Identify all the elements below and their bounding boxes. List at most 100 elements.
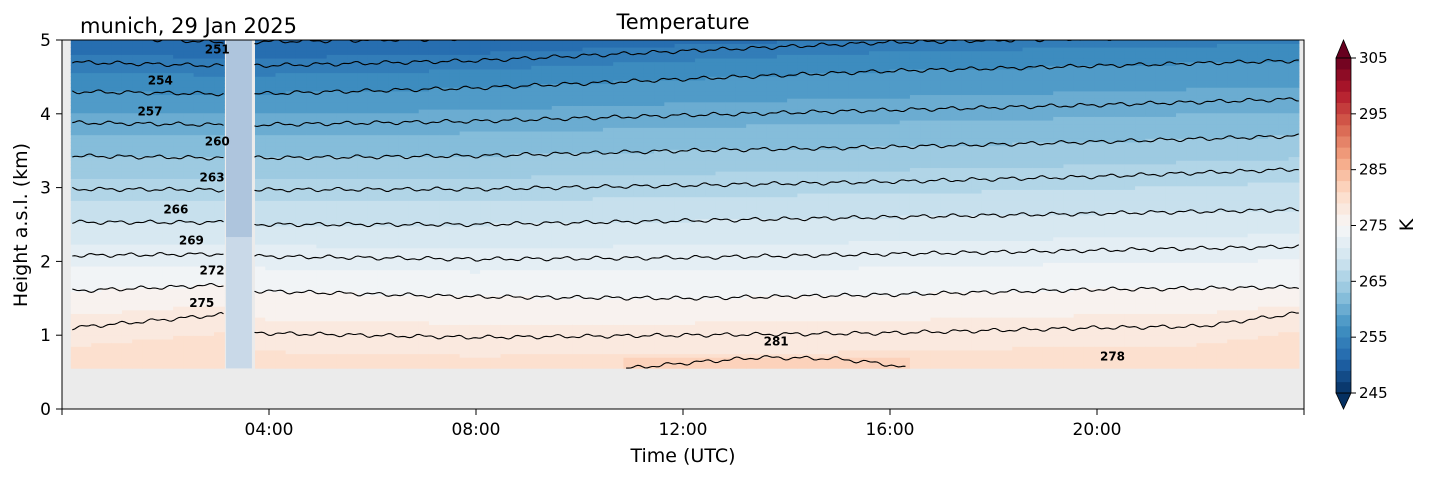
field-cell bbox=[613, 247, 625, 252]
field-cell bbox=[654, 276, 665, 282]
field-cell bbox=[643, 182, 655, 187]
field-cell bbox=[265, 306, 277, 311]
field-cell bbox=[562, 40, 573, 44]
field-cell bbox=[490, 342, 502, 347]
field-cell bbox=[592, 163, 604, 169]
field-cell bbox=[214, 152, 225, 158]
field-cell bbox=[633, 276, 645, 282]
field-cell bbox=[623, 109, 635, 114]
field-cell bbox=[613, 61, 625, 66]
field-cell bbox=[388, 141, 399, 147]
field-cell bbox=[551, 258, 563, 263]
field-cell bbox=[81, 309, 92, 314]
field-cell bbox=[357, 247, 369, 252]
field-cell bbox=[357, 207, 369, 212]
field-cell bbox=[70, 145, 82, 150]
field-cell bbox=[643, 244, 655, 249]
field-cell bbox=[572, 57, 584, 63]
field-cell bbox=[336, 247, 348, 252]
field-cell bbox=[81, 200, 92, 205]
field-cell bbox=[449, 90, 461, 96]
field-cell bbox=[367, 342, 379, 347]
field-cell bbox=[173, 200, 184, 205]
field-cell bbox=[275, 360, 287, 366]
field-cell bbox=[183, 291, 195, 296]
field-cell bbox=[398, 218, 410, 223]
field-cell bbox=[121, 196, 133, 201]
field-cell bbox=[469, 349, 481, 355]
field-cell bbox=[418, 342, 430, 347]
field-cell bbox=[347, 225, 358, 231]
field-cell bbox=[377, 40, 389, 44]
field-cell bbox=[142, 280, 154, 285]
field-cell bbox=[398, 276, 410, 282]
field-cell bbox=[480, 90, 491, 96]
field-cell bbox=[449, 207, 461, 212]
field-cell bbox=[418, 262, 430, 267]
field-cell bbox=[121, 240, 133, 245]
field-cell bbox=[121, 90, 133, 96]
field-cell bbox=[275, 313, 287, 318]
field-cell bbox=[551, 244, 563, 249]
field-cell bbox=[613, 327, 625, 333]
field-cell bbox=[572, 349, 584, 355]
field-cell bbox=[490, 364, 502, 369]
field-cell bbox=[285, 178, 297, 183]
field-cell bbox=[91, 138, 103, 143]
field-cell bbox=[285, 160, 297, 165]
field-cell bbox=[602, 353, 614, 358]
field-cell bbox=[121, 87, 133, 92]
field-cell bbox=[295, 141, 307, 147]
field-cell bbox=[111, 79, 123, 85]
field-cell bbox=[142, 192, 154, 198]
field-cell bbox=[255, 280, 266, 285]
field-cell bbox=[377, 43, 389, 48]
field-cell bbox=[613, 229, 625, 234]
field-cell bbox=[582, 338, 594, 344]
field-cell bbox=[306, 138, 317, 143]
field-cell bbox=[388, 357, 399, 362]
field-cell bbox=[255, 335, 266, 340]
field-cell bbox=[70, 57, 82, 63]
field-cell bbox=[633, 342, 645, 347]
field-cell bbox=[623, 357, 635, 362]
field-cell bbox=[255, 171, 266, 176]
field-cell bbox=[203, 145, 215, 150]
field-cell bbox=[132, 284, 144, 289]
field-cell bbox=[121, 222, 133, 227]
field-cell bbox=[265, 101, 277, 106]
field-cell bbox=[326, 101, 338, 106]
field-cell bbox=[193, 189, 205, 194]
field-cell bbox=[459, 331, 471, 336]
field-cell bbox=[418, 192, 430, 198]
field-cell bbox=[295, 98, 307, 103]
field-cell bbox=[162, 112, 174, 117]
field-cell bbox=[91, 240, 103, 245]
field-cell bbox=[193, 156, 205, 161]
field-cell bbox=[602, 189, 614, 194]
field-cell bbox=[654, 236, 665, 241]
field-cell bbox=[111, 327, 123, 333]
field-cell bbox=[480, 324, 491, 329]
field-cell bbox=[121, 145, 133, 150]
field-cell bbox=[152, 182, 164, 187]
field-cell bbox=[654, 189, 665, 194]
field-cell bbox=[316, 269, 328, 274]
field-cell bbox=[173, 57, 184, 63]
field-cell bbox=[551, 134, 563, 139]
field-cell bbox=[152, 163, 164, 169]
field-cell bbox=[326, 72, 338, 77]
field-cell bbox=[101, 127, 113, 132]
field-cell bbox=[428, 156, 440, 161]
field-cell bbox=[193, 61, 205, 66]
field-cell bbox=[480, 338, 491, 344]
field-cell bbox=[602, 54, 614, 59]
field-cell bbox=[265, 244, 277, 249]
field-cell bbox=[449, 196, 461, 201]
field-cell bbox=[562, 112, 573, 117]
field-cell bbox=[398, 233, 410, 238]
field-cell bbox=[183, 167, 195, 172]
field-cell bbox=[336, 65, 348, 70]
field-cell bbox=[214, 68, 225, 74]
field-cell bbox=[203, 280, 215, 285]
